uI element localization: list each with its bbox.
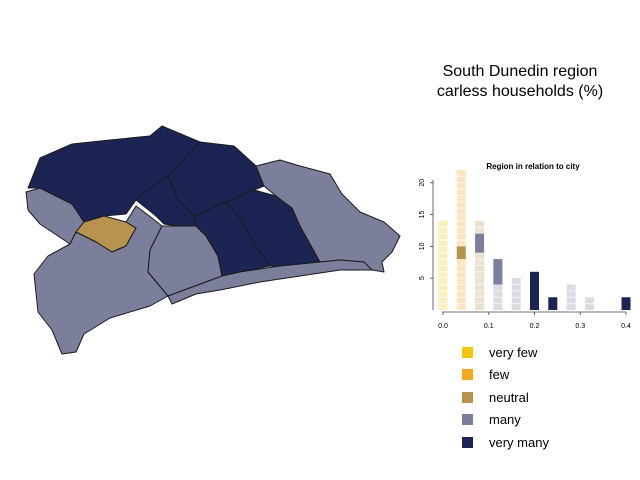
chart-title: Region in relation to city [486, 162, 580, 171]
map-region-east[interactable] [255, 159, 401, 273]
y-tick-label: 10 [419, 242, 426, 250]
x-tick-label: 0.2 [530, 323, 540, 330]
region-bar [530, 271, 539, 310]
legend: very few few neutral many very many [462, 341, 549, 454]
region-bar [475, 233, 485, 253]
region-bar [621, 297, 631, 310]
y-tick-label: 15 [419, 211, 426, 219]
region-bars-group [456, 233, 631, 310]
city-bar [456, 170, 466, 310]
x-axis-ticks: 0.0 0.1 0.2 0.3 0.4 [438, 312, 631, 330]
map-region-coastal-strip[interactable] [167, 259, 373, 305]
legend-item-many: many [462, 409, 549, 432]
legend-label-few: few [489, 367, 510, 383]
city-bar [438, 220, 448, 310]
legend-label-very-many: very many [489, 434, 549, 450]
map-title-line-1: South Dunedin region [442, 63, 598, 80]
map-title: South Dunedin region carless households … [420, 62, 620, 102]
legend-item-neutral: neutral [462, 386, 549, 409]
legend-swatch-few [462, 369, 473, 381]
x-tick-label: 0.1 [484, 323, 494, 330]
legend-item-few: few [462, 364, 549, 387]
city-bar [566, 284, 576, 310]
city-bars-group [438, 170, 594, 310]
x-tick-label: 0.3 [575, 323, 585, 330]
city-bar [511, 278, 521, 310]
legend-swatch-many [462, 414, 473, 426]
legend-label-neutral: neutral [489, 389, 529, 405]
legend-item-very-few: very few [462, 341, 549, 364]
legend-swatch-very-few [462, 346, 473, 358]
south-dunedin-map [25, 125, 401, 355]
legend-item-very-many: very many [462, 431, 549, 454]
histogram-chart: Region in relation to city 0.0 0.1 0.2 0.3 0… [419, 162, 631, 330]
x-tick-label: 0.4 [621, 323, 631, 330]
y-tick-label: 5 [419, 276, 426, 280]
y-axis-ticks: 5 10 15 20 [419, 179, 433, 280]
city-bar [584, 297, 594, 310]
x-tick-label: 0.0 [438, 323, 448, 330]
legend-label-many: many [489, 412, 521, 428]
legend-swatch-neutral [462, 391, 473, 403]
legend-swatch-very-many [462, 436, 473, 448]
map-title-line-2: carless households (%) [436, 83, 604, 100]
region-bar [456, 246, 466, 260]
region-bar [548, 297, 558, 310]
legend-label-very-few: very few [489, 344, 538, 360]
y-tick-label: 20 [419, 179, 426, 187]
region-bar [493, 259, 503, 285]
